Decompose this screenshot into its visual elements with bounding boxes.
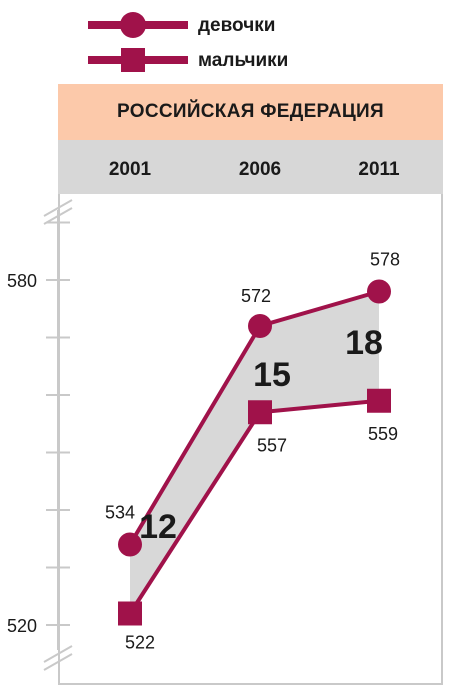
axis-break-mark: [43, 645, 73, 663]
girls-point: [248, 314, 272, 338]
boys-point: [248, 400, 272, 425]
gap-label: 15: [253, 356, 291, 394]
boys-point: [367, 388, 391, 413]
y-tick-label: 580: [7, 271, 37, 291]
girls-value-label: 534: [105, 503, 135, 523]
legend-label-boys: мальчики: [198, 50, 289, 71]
chart-title: РОССИЙСКАЯ ФЕДЕРАЦИЯ: [117, 101, 384, 122]
girls-value-label: 578: [370, 250, 400, 270]
boys-value-label: 559: [368, 424, 398, 444]
girls-point: [367, 279, 391, 304]
axis-break-mark: [43, 207, 73, 225]
x-tick-label: 2011: [358, 159, 400, 180]
boys-value-label: 557: [257, 435, 287, 455]
legend-item-boys: мальчики: [88, 45, 418, 75]
gap-label: 18: [345, 324, 383, 362]
boys-point: [118, 601, 142, 626]
year-header-band: [58, 140, 443, 194]
legend: девочки мальчики: [0, 0, 454, 78]
boys-value-label: 522: [125, 633, 155, 653]
gap-label: 12: [139, 508, 177, 546]
axis-break-mark: [43, 653, 73, 671]
x-tick-label: 2001: [109, 159, 152, 180]
y-tick-label: 520: [7, 616, 37, 636]
legend-item-girls: девочки: [88, 10, 418, 40]
legend-label-girls: девочки: [198, 15, 276, 36]
axis-break-mark: [43, 199, 73, 217]
chart-title-band: РОССИЙСКАЯ ФЕДЕРАЦИЯ: [58, 84, 443, 140]
girls-point: [118, 532, 142, 557]
legend-square-marker-icon: [88, 48, 188, 72]
legend-circle-marker-icon: [88, 12, 188, 38]
girls-value-label: 572: [241, 286, 271, 306]
x-tick-label: 2006: [239, 159, 281, 180]
gap-area: [130, 291, 379, 614]
